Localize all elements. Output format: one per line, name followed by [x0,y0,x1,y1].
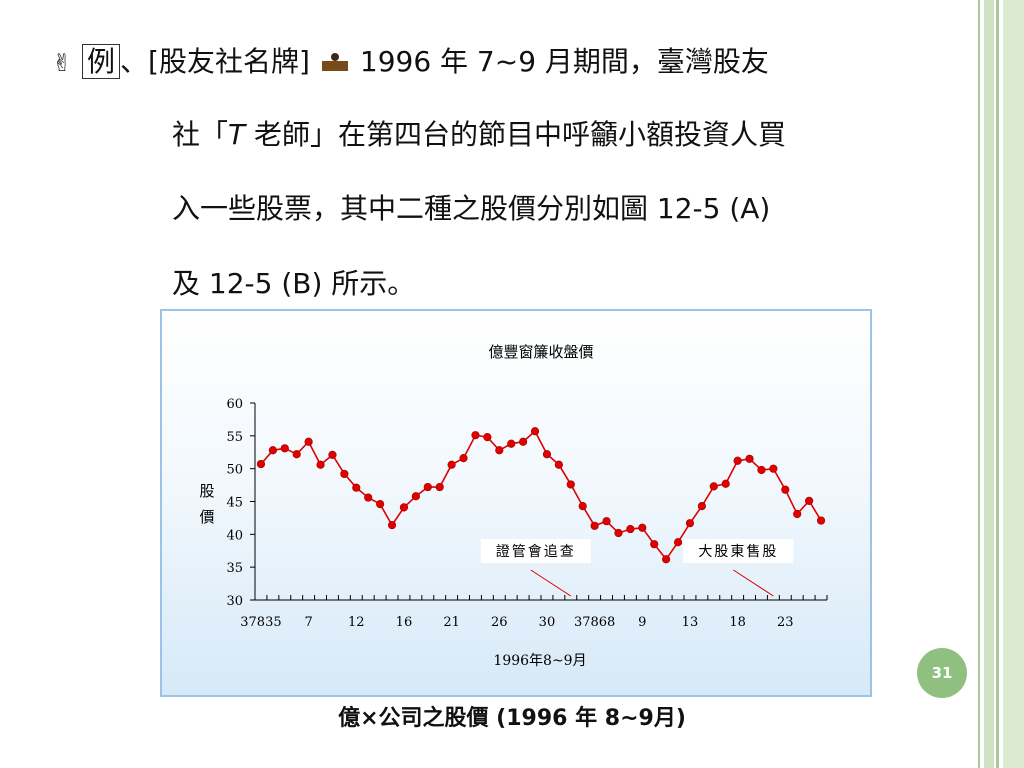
chart-svg: 億豐窗簾收盤價 30 35 40 45 50 55 60 股價 37835 7 12 16 21 26 30 3… [199,343,828,669]
price-point [399,503,409,512]
price-point [566,480,575,489]
x-tick-label: 12 [348,615,365,630]
price-point [626,524,635,534]
line2-part-b: 老師」在第四台的節目中呼籲小額投資人買 [245,118,787,151]
x-tick-label: 26 [491,615,508,630]
price-point [793,509,802,519]
x-tick-label: 18 [729,615,746,630]
price-point [602,517,611,526]
price-point [638,523,647,532]
price-point [650,540,659,549]
price-point [495,446,504,455]
annotation-label: 大股東售股 [698,544,778,560]
price-point [721,479,730,488]
text-line-4: 及 12-5 (B) 所示。 [172,267,416,300]
price-point [352,483,361,492]
price-point [364,493,373,502]
victory-hand-icon: ✌ [52,49,73,77]
line2-italic-t: T [228,118,246,151]
price-point [745,454,754,463]
x-tick-label: 7 [304,615,312,630]
teacher-at-desk-icon [320,51,350,73]
price-point [805,496,814,505]
price-point [387,521,397,530]
x-axis-label: 1996年8~9月 [493,653,586,669]
y-tick-label: 40 [226,528,243,543]
price-point [316,460,325,469]
slide-edge-stripe [996,0,999,768]
stock-price-chart: 億豐窗簾收盤價 30 35 40 45 50 55 60 股價 37835 7 12 16 21 26 30 3… [160,309,872,697]
figure-caption: 億×公司之股價 (1996 年 8~9月) [338,706,686,731]
x-tick-label: 9 [638,615,646,630]
page-number-badge: 31 [917,648,967,698]
price-point [268,446,277,455]
price-point [757,465,766,475]
price-point [554,460,563,469]
text-line-2: 社「T 老師」在第四台的節目中呼籲小額投資人買 [172,117,786,153]
annotation-pointer [733,569,774,597]
y-tick-label: 35 [226,561,243,576]
chart-title: 億豐窗簾收盤價 [488,343,593,361]
slide-edge-stripe [978,0,980,768]
price-point [447,460,456,469]
price-point [435,482,444,492]
line1-part-a: 、[股友社名牌] [120,45,310,78]
price-point [578,501,587,511]
x-tick-label: 16 [396,615,413,630]
price-point [519,437,528,446]
y-axis-label-char: 股 [199,482,214,500]
price-point [709,482,718,491]
price-point [280,444,289,453]
y-tick-label: 60 [226,397,243,412]
x-tick-label: 37868 [574,615,615,630]
price-point [590,521,599,530]
price-point [423,482,432,492]
price-point [662,555,671,564]
price-point [507,439,516,448]
price-point [411,492,420,501]
price-point [340,469,349,479]
price-point [483,433,492,442]
price-point [542,450,552,459]
price-point [376,500,385,509]
annotation-box [683,539,794,563]
y-tick-label: 45 [226,496,243,511]
annotation-box [480,539,591,563]
price-point [816,516,826,525]
slide-edge-stripe [984,0,994,768]
price-point [673,538,683,547]
x-tick-label: 13 [682,615,699,630]
annotation-pointer [530,569,572,597]
price-point [256,459,266,469]
x-tick-label: 23 [777,615,794,630]
text-line-3: 入一些股票，其中二種之股價分別如圖 12-5 (A) [172,192,771,225]
price-point [304,437,313,446]
text-line-1: ✌ 例、[股友社名牌] 1996 年 7~9 月期間，臺灣股友 [52,44,769,81]
x-tick-label: 30 [539,615,556,630]
price-point [471,431,480,440]
price-point [733,456,742,465]
price-point [697,501,706,511]
price-point [781,485,790,494]
annotation-label: 證管會追查 [496,543,576,560]
example-label: 例 [82,44,121,79]
price-point [769,464,778,473]
price-point [530,427,540,436]
y-tick-label: 50 [226,463,243,478]
line1-part-b: 1996 年 7~9 月期間，臺灣股友 [359,45,769,78]
slide-edge-stripe [1003,0,1024,768]
x-tick-label: 21 [443,615,460,630]
price-point [459,454,468,463]
line2-part-a: 社「 [172,118,229,151]
y-tick-label: 30 [226,594,243,609]
y-axis-label-char: 價 [199,508,214,526]
price-point [685,519,695,528]
price-point [328,450,337,459]
y-tick-label: 55 [226,430,243,445]
price-point [292,450,301,459]
price-point [614,528,623,538]
x-tick-label: 37835 [240,615,281,630]
